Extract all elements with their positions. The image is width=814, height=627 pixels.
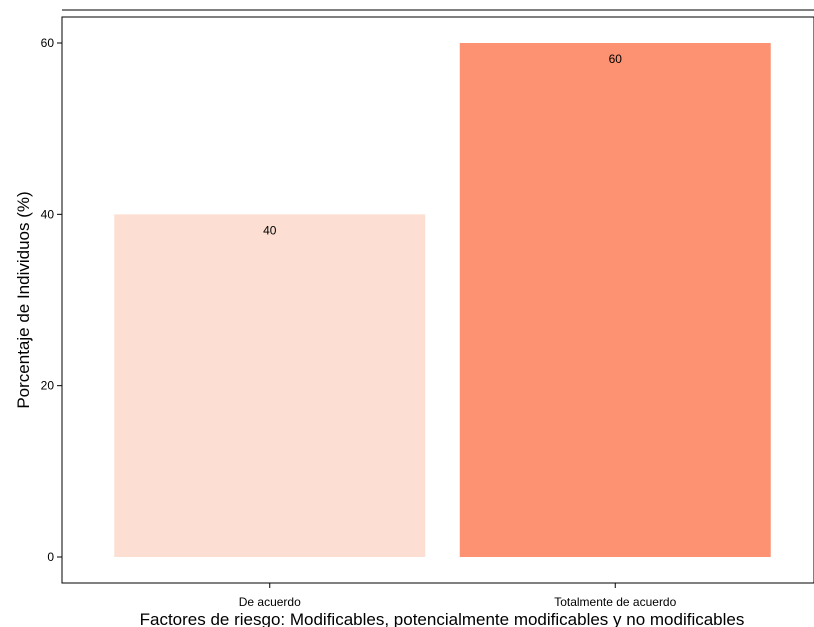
y-tick-label-20: 20 — [41, 379, 55, 393]
x-tick-label-1: De acuerdo — [239, 595, 301, 609]
y-tick-label-40: 40 — [41, 207, 55, 221]
y-tick-label-60: 60 — [41, 36, 55, 50]
y-axis-title: Porcentaje de Individuos (%) — [14, 191, 33, 408]
plot-panel-border — [61, 16, 814, 584]
bar-2 — [459, 43, 771, 557]
data-label-2: 60 — [609, 52, 623, 66]
y-tick-label-0: 0 — [47, 550, 54, 564]
data-labels-layer: 40 60 — [263, 52, 622, 237]
x-tick-label-2: Totalmente de acuerdo — [554, 595, 676, 609]
data-label-1: 40 — [263, 223, 277, 237]
x-axis: De acuerdo Totalmente de acuerdo — [239, 583, 677, 609]
bar-1 — [114, 214, 426, 558]
bars-layer — [114, 43, 771, 558]
y-axis: 0 20 40 60 — [41, 36, 62, 564]
x-axis-title: Factores de riesgo: Modificables, potenc… — [140, 610, 745, 627]
